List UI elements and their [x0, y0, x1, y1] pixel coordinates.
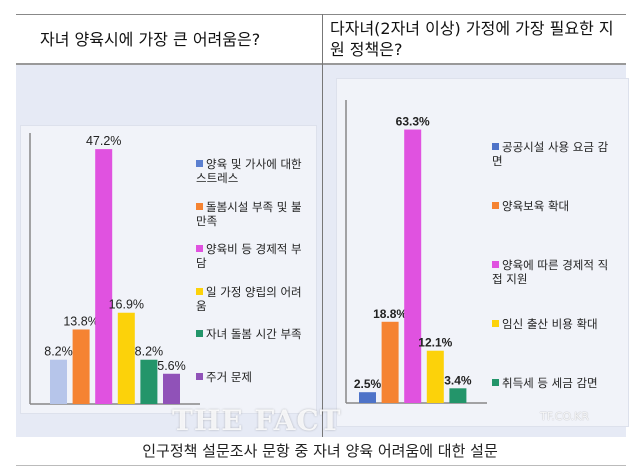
data-label: 12.1% — [418, 336, 452, 350]
legend-label: 양육보육 확대 — [502, 199, 570, 213]
data-label: 63.3% — [396, 115, 430, 129]
bar — [449, 388, 467, 403]
left-chart-panel — [20, 125, 317, 414]
caption-underline — [16, 465, 626, 466]
data-label: 3.4% — [444, 373, 472, 387]
legend-label: 양육에 따른 경제적 직접 지원 — [492, 258, 609, 286]
legend-swatch — [196, 160, 203, 167]
legend-item: 임신 출산 비용 확대 — [492, 317, 617, 331]
legend-swatch — [196, 202, 203, 210]
left-chart-title: 자녀 양육시에 가장 큰 어려움은? — [40, 30, 261, 49]
legend-swatch — [492, 143, 499, 150]
data-label: 16.9% — [109, 298, 144, 312]
data-label: 5.6% — [157, 359, 186, 373]
legend-item: 돌봄시설 부족 및 불만족 — [196, 200, 306, 228]
legend-item: 양육보육 확대 — [492, 199, 617, 213]
legend-item: 양육 및 가사에 대한 스트레스 — [196, 157, 306, 185]
legend-label: 돌봄시설 부족 및 불만족 — [196, 199, 302, 228]
bar — [117, 312, 135, 404]
table-top-border — [16, 14, 626, 15]
legend-label: 공공시설 사용 요금 감면 — [492, 140, 609, 168]
legend-swatch — [492, 202, 499, 209]
watermark-logo: THE FACT — [172, 404, 342, 437]
bar — [404, 129, 422, 403]
legend-item: 취득세 등 세금 감면 — [492, 376, 617, 390]
data-label: 13.8% — [63, 314, 98, 328]
bar — [426, 350, 444, 403]
legend-item: 양육비 등 경제적 부담 — [196, 242, 306, 270]
bar — [163, 373, 180, 404]
legend-swatch — [492, 320, 499, 327]
legend-item: 일 가정 양립의 어려움 — [196, 285, 306, 313]
legend-label: 임신 출산 비용 확대 — [502, 317, 598, 331]
legend-swatch — [196, 245, 203, 252]
column-divider — [322, 14, 323, 437]
legend-label: 취득세 등 세금 감면 — [502, 376, 598, 390]
legend-swatch — [492, 379, 499, 386]
data-label: 8.2% — [135, 345, 164, 359]
watermark-url: TF.CO.KR — [540, 410, 590, 423]
legend-label: 양육 및 가사에 대한 스트레스 — [196, 157, 302, 185]
right-chart-title: 다자녀(2자녀 이상) 가정에 가장 필요한 지원 정책은? — [330, 19, 614, 59]
legend-swatch — [492, 261, 499, 268]
legend-swatch — [196, 372, 203, 380]
legend-swatch — [196, 330, 203, 337]
right-chart-panel — [336, 78, 629, 427]
header-divider — [16, 63, 626, 65]
data-label: 47.2% — [86, 134, 121, 148]
legend-item: 자녀 돌봄 시간 부족 — [196, 327, 306, 341]
bar — [140, 359, 158, 404]
bar — [95, 149, 113, 404]
legend-label: 주거 문제 — [206, 369, 252, 384]
legend-label: 양육비 등 경제적 부담 — [196, 242, 302, 270]
caption: 인구정책 설문조사 문항 중 자녀 양육 어려움에 대한 설문 — [142, 442, 498, 460]
bar — [72, 329, 90, 404]
legend-item: 주거 문제 — [196, 370, 306, 384]
data-label: 8.2% — [44, 345, 73, 359]
legend-item: 공공시설 사용 요금 감면 — [492, 140, 617, 168]
bar — [381, 321, 399, 403]
legend-label: 자녀 돌봄 시간 부족 — [206, 327, 302, 341]
data-label: 18.8% — [373, 307, 407, 321]
legend-label: 일 가정 양립의 어려움 — [196, 284, 302, 313]
legend-swatch — [196, 287, 203, 295]
legend-item: 양육에 따른 경제적 직접 지원 — [492, 258, 617, 286]
data-label: 2.5% — [354, 377, 382, 391]
bar — [359, 392, 376, 403]
bar — [50, 359, 67, 404]
